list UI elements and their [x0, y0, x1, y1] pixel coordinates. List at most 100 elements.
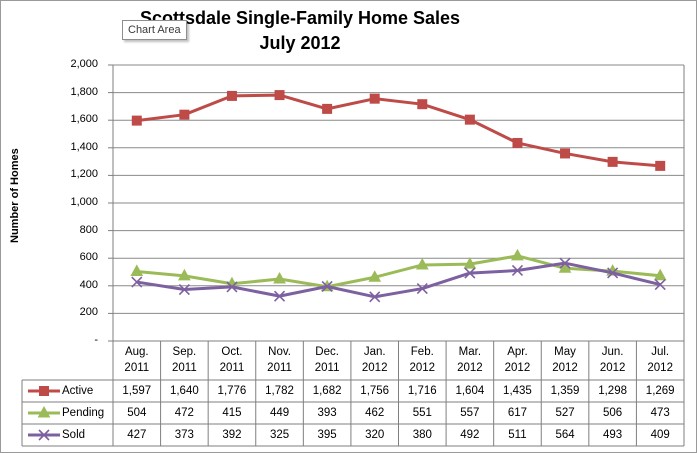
data-table-cell-sold: 373 [174, 429, 194, 441]
y-tick-label: 1,800 [70, 85, 98, 98]
y-tick-label: 2,000 [70, 58, 98, 70]
data-table-cell-sold: 427 [127, 429, 147, 441]
legend-marker-pending [37, 405, 51, 418]
data-table-cell-active: 1,435 [503, 385, 532, 397]
x-tick-label: Apr. 2012 [504, 346, 531, 374]
y-tick-label: 1,000 [70, 196, 98, 208]
x-tick-label: Dec. 2011 [314, 346, 340, 374]
data-point-active [226, 90, 237, 101]
data-table-cell-pending: 462 [365, 407, 385, 419]
x-tick-label: Jul. 2012 [647, 346, 673, 374]
data-table-cell-pending: 557 [460, 407, 480, 419]
data-table-cell-pending: 551 [412, 407, 432, 419]
data-point-pending [558, 261, 572, 273]
data-point-sold [273, 290, 286, 302]
data-table-cell-pending: 393 [317, 407, 337, 419]
data-table-cell-pending: 473 [650, 407, 670, 419]
data-table-cell-active: 1,359 [550, 385, 580, 397]
data-table-cell-active: 1,269 [645, 385, 675, 397]
series-line-sold [136, 261, 661, 299]
data-table-cell-active: 1,776 [217, 385, 247, 397]
data-table-cell-sold: 395 [317, 429, 337, 441]
data-point-pending [273, 272, 286, 284]
x-tick-label: Feb. 2012 [409, 346, 436, 374]
data-table-cell-sold: 493 [603, 429, 623, 441]
data-point-sold [226, 281, 238, 293]
data-point-sold [607, 267, 619, 279]
data-point-pending [368, 270, 382, 282]
chart-title: Scottsdale Single-Family Home Sales [139, 8, 461, 28]
data-table-cell-active: 1,298 [598, 385, 627, 397]
data-point-sold [559, 257, 571, 269]
data-point-active [131, 115, 142, 126]
data-table-cell-sold: 409 [650, 429, 670, 441]
data-point-active [369, 93, 380, 104]
x-tick-label: Oct. 2011 [219, 346, 245, 374]
data-table-cell-pending: 415 [222, 407, 242, 419]
y-tick-label: 1,400 [70, 140, 98, 153]
data-table-cell-active: 1,756 [360, 385, 390, 397]
data-point-pending [463, 257, 477, 269]
data-point-pending [178, 268, 191, 281]
data-table-cell-pending: 472 [174, 407, 194, 419]
data-point-sold [416, 282, 428, 295]
data-table-cell-sold: 380 [412, 429, 432, 441]
data-table-cell-sold: 511 [508, 429, 527, 441]
y-tick-label: 800 [79, 223, 98, 236]
data-table-cell-active: 1,597 [122, 385, 152, 397]
data-table-cell-pending: 506 [603, 407, 623, 419]
data-table-cell-sold: 564 [555, 429, 575, 441]
y-tick-label: - [94, 334, 98, 346]
data-table-cell-pending: 527 [555, 407, 575, 419]
x-tick-label: Jan. 2012 [361, 346, 388, 374]
legend-marker-sold [38, 429, 50, 441]
chart-area-tooltip: Chart Area [122, 20, 187, 40]
chart-subtitle: July 2012 [259, 33, 341, 53]
data-point-sold [178, 283, 190, 296]
data-table-cell-sold: 325 [269, 429, 290, 441]
data-point-sold [131, 276, 143, 288]
data-table-cell-pending: 504 [127, 407, 147, 419]
data-point-active [322, 103, 333, 114]
y-axis-label: Number of Homes [9, 148, 21, 243]
x-tick-label: Aug. 2011 [124, 346, 150, 374]
x-tick-label: Jun. 2012 [599, 346, 626, 374]
y-tick-label: 1,200 [70, 168, 98, 181]
data-point-active [417, 99, 428, 110]
y-tick-label: 200 [79, 306, 98, 319]
data-point-pending [415, 257, 429, 270]
data-point-active [607, 156, 618, 167]
data-point-active [464, 114, 475, 125]
data-point-sold [511, 264, 524, 277]
data-table-cell-active: 1,640 [169, 385, 199, 397]
legend-label-pending: Pending [62, 407, 105, 419]
data-point-sold [654, 278, 666, 291]
data-point-sold [464, 267, 476, 279]
x-tick-label: Sep. 2011 [172, 346, 197, 374]
series-line-pending [136, 254, 661, 289]
legend-label-active: Active [62, 385, 94, 397]
data-point-active [512, 137, 523, 148]
y-tick-label: 600 [79, 251, 98, 264]
data-point-active [655, 160, 666, 171]
data-point-sold [321, 280, 333, 293]
data-table-cell-active: 1,716 [407, 385, 437, 397]
data-table-cell-active: 1,682 [312, 385, 342, 397]
x-tick-label: Mar. 2012 [457, 346, 483, 374]
x-tick-label: May 2012 [552, 346, 578, 374]
data-point-sold [369, 291, 381, 303]
data-table-cell-active: 1,604 [455, 385, 485, 397]
data-point-active [274, 90, 285, 101]
data-table-cell-pending: 449 [269, 407, 290, 419]
legend-marker-active [39, 386, 49, 396]
data-table-cell-sold: 392 [222, 429, 242, 441]
x-tick-label: Nov. 2011 [267, 346, 292, 374]
y-tick-label: 1,600 [70, 113, 98, 126]
data-point-pending [653, 268, 667, 281]
y-tick-label: 400 [79, 278, 98, 291]
data-table-cell-active: 1,782 [265, 385, 294, 397]
data-point-active [560, 148, 571, 159]
data-point-pending [511, 248, 524, 261]
data-point-pending [130, 264, 144, 276]
